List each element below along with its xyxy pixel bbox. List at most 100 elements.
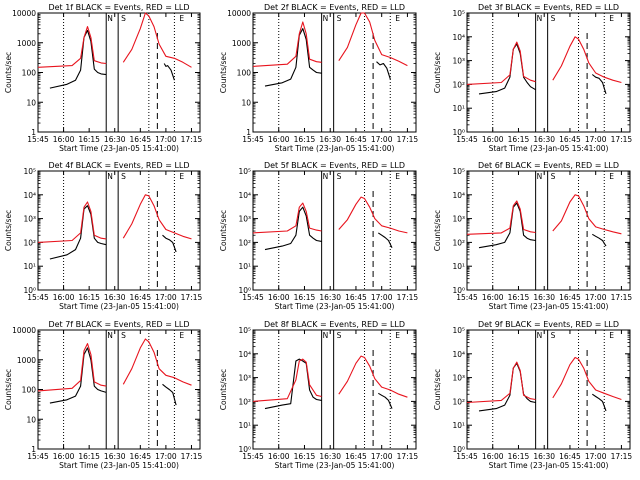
events-series-line-2 [378,392,393,409]
lld-series-line-3 [37,26,107,68]
x-tick-label: 16:00 [268,293,290,302]
lld-series-line-4 [552,356,622,401]
x-tick-label: 16:15 [294,293,316,302]
y-tick-label: 1000 [17,39,36,48]
events-series-line-1 [49,205,107,260]
y-tick-label: 10⁵ [238,167,251,176]
y-tick-label: 10³ [238,215,251,224]
lld-series-line-4 [338,355,408,398]
x-axis-label: Start Time (23-Jan-05 15:41:00) [275,144,395,153]
chart-panel-5: Det 5f BLACK = Events, RED = LLD N S E 15:45… [219,161,418,311]
plot-frame [466,12,631,133]
event-marker-e: E [395,14,400,23]
x-tick-label: 15:45 [242,293,264,302]
x-tick-label: 17:15 [181,135,203,144]
event-marker-n: N [323,172,329,181]
event-marker-s: S [551,14,556,23]
x-tick-label: 16:00 [53,135,75,144]
events-series-line-2 [162,383,177,406]
y-tick-label: 10⁰ [238,286,251,295]
event-marker-n: N [323,14,329,23]
lld-series-line-3 [466,41,536,85]
lld-series-line-3 [37,201,107,243]
y-tick-label: 10⁵ [452,326,465,335]
event-marker-s: S [551,331,556,340]
y-tick-label: 10⁴ [452,33,465,42]
y-tick-label: 10⁵ [452,9,465,18]
x-tick-label: 15:45 [242,452,264,461]
x-tick-label: 17:15 [397,293,419,302]
x-tick-label: 16:30 [104,135,126,144]
y-tick-label: 100 [22,386,37,395]
event-marker-s: S [337,14,342,23]
chart-panel-3: Det 3f BLACK = Events, RED = LLD N S E 15:45… [433,3,632,153]
x-tick-label: 16:45 [130,135,152,144]
chart-title: Det 8f BLACK = Events, RED = LLD [264,320,405,329]
event-marker-s: S [121,172,126,181]
x-tick-label: 16:00 [268,135,290,144]
event-marker-e: E [609,172,614,181]
y-tick-label: 100 [22,69,37,78]
y-tick-label: 10⁵ [452,167,465,176]
plot-frame [252,170,417,291]
x-tick-label: 16:45 [130,293,152,302]
y-tick-label: 10 [26,98,36,107]
x-tick-label: 16:15 [78,293,100,302]
events-series-line-2 [591,74,607,95]
x-tick-label: 17:00 [585,293,607,302]
chart-title: Det 1f BLACK = Events, RED = LLD [48,3,189,12]
y-tick-label: 10⁴ [238,350,251,359]
lld-series-line-4 [338,196,408,234]
x-tick-label: 17:15 [397,452,419,461]
x-tick-label: 16:45 [130,452,152,461]
events-series-line-2 [162,234,177,253]
x-tick-label: 16:30 [533,293,555,302]
x-tick-label: 17:00 [155,293,177,302]
x-tick-label: 15:45 [456,293,478,302]
x-tick-label: 15:45 [27,452,49,461]
events-series-line-2 [592,233,607,247]
x-tick-label: 16:30 [104,293,126,302]
x-tick-label: 16:00 [53,452,75,461]
x-tick-label: 15:45 [27,135,49,144]
chart-title: Det 4f BLACK = Events, RED = LLD [48,161,189,170]
y-tick-label: 100 [237,69,252,78]
y-axis-label: Counts/sec [219,52,228,93]
event-marker-n: N [537,172,543,181]
x-tick-label: 16:00 [482,293,504,302]
x-tick-label: 16:30 [533,135,555,144]
event-marker-s: S [551,172,556,181]
lld-series-line-3 [466,200,536,235]
events-series-line-2 [591,393,607,412]
event-marker-e: E [609,331,614,340]
lld-series-line-4 [122,12,192,68]
lld-series-line-4 [122,194,192,240]
events-series-line-2 [163,63,175,81]
x-axis-label: Start Time (23-Jan-05 15:41:00) [275,461,395,470]
x-tick-label: 16:30 [533,452,555,461]
x-tick-label: 16:45 [559,293,581,302]
chart-panel-2: Det 2f BLACK = Events, RED = LLD N S E 15:45… [219,3,418,153]
y-tick-label: 10¹ [452,421,465,430]
events-series-line-1 [264,28,322,87]
x-tick-label: 17:00 [371,293,393,302]
y-tick-label: 10 [241,98,251,107]
event-marker-s: S [121,14,126,23]
x-tick-label: 17:00 [371,452,393,461]
event-marker-n: N [537,14,543,23]
y-tick-label: 1 [31,128,36,137]
chart-title: Det 3f BLACK = Events, RED = LLD [478,3,619,12]
x-tick-label: 16:45 [345,293,367,302]
event-marker-e: E [179,331,184,340]
chart-title: Det 6f BLACK = Events, RED = LLD [478,161,619,170]
x-tick-label: 17:15 [181,293,203,302]
x-tick-label: 16:30 [319,293,341,302]
x-tick-label: 15:45 [456,135,478,144]
x-tick-label: 16:15 [294,135,316,144]
y-tick-label: 10² [23,238,36,247]
y-tick-label: 10⁴ [23,191,36,200]
x-tick-label: 16:45 [345,135,367,144]
plot-frame [37,12,201,133]
y-tick-label: 1000 [232,39,251,48]
